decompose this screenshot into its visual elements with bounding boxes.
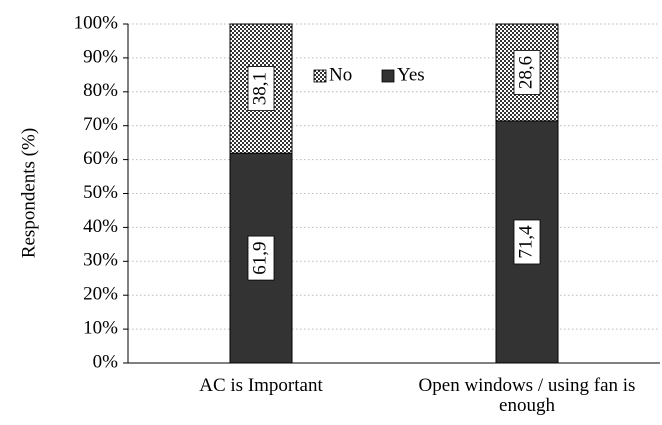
legend-swatch [313,69,327,83]
y-tick-label: 100% [74,12,119,33]
x-tick-label: AC is Important [199,375,323,396]
data-label-box [247,66,275,111]
y-axis-label: Respondents (%) [18,128,39,258]
y-tick-label: 70% [83,114,118,135]
data-label: 71,4 [515,225,536,259]
data-label: 28,6 [515,56,536,89]
bar-segment [495,23,559,122]
y-tick-label: 80% [83,80,118,101]
legend-swatch [381,69,395,83]
y-tick-label: 30% [83,250,118,271]
data-label: 61,9 [249,241,270,274]
x-tick-label: Open windows / using fan is enough [418,375,636,416]
y-tick-label: 0% [93,351,119,372]
data-label-box [513,50,541,95]
legend-label: No [329,64,352,85]
data-label-box [247,235,275,281]
data-label: 38,1 [249,72,270,105]
data-label-box [513,219,541,265]
y-tick-label: 40% [83,216,118,237]
y-tick-label: 10% [83,317,118,338]
y-tick-label: 60% [83,148,118,169]
y-tick-label: 90% [83,46,118,67]
legend-label: Yes [397,64,425,85]
y-tick-label: 20% [83,284,118,305]
y-tick-label: 50% [83,182,118,203]
